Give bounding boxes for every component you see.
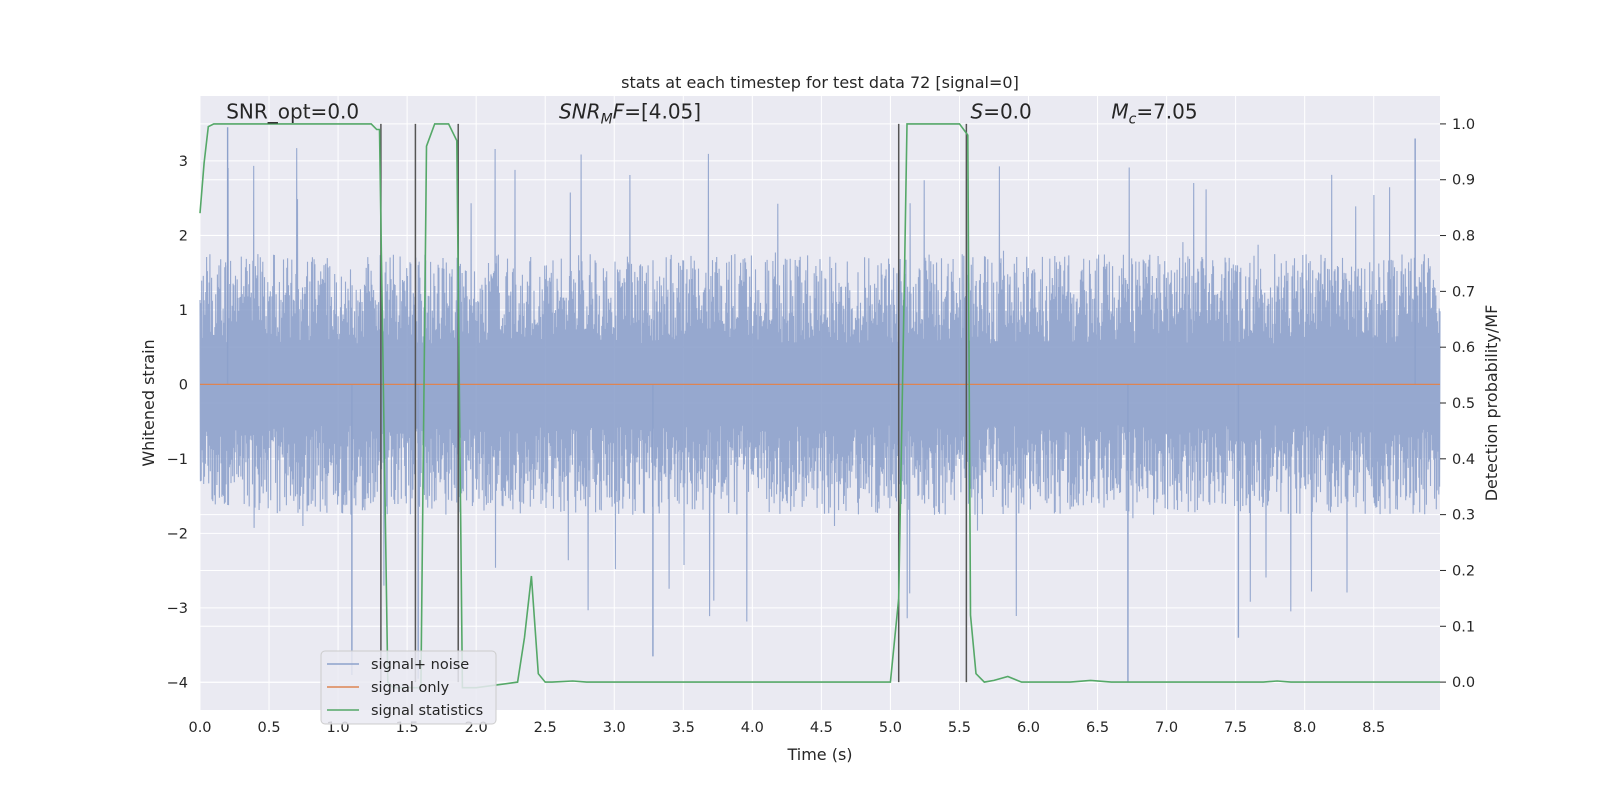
- noise-trace: [199, 148, 1441, 622]
- x-tick-label: 4.0: [741, 720, 764, 736]
- legend-label: signal statistics: [371, 703, 483, 719]
- annotation: Mc=7.05: [1111, 99, 1197, 127]
- x-tick-label: 3.0: [603, 720, 626, 736]
- chart-title: stats at each timestep for test data 72 …: [621, 73, 1019, 92]
- x-tick-label: 6.0: [1017, 720, 1040, 736]
- y2-tick-label: 0.2: [1452, 563, 1475, 579]
- legend: signal+ noise signal only signal statistic…: [320, 650, 497, 725]
- y-tick-label: −1: [167, 452, 188, 468]
- y2-tick-label: 0.6: [1452, 340, 1475, 356]
- y-axis-label: Whitened strain: [139, 339, 158, 466]
- x-tick-label: 6.5: [1086, 720, 1109, 736]
- y2-axis-label: Detection probability/MF: [1482, 305, 1501, 502]
- x-tick-label: 4.5: [810, 720, 833, 736]
- y2-tick-label: 0.9: [1452, 173, 1475, 189]
- y-tick-label: 3: [179, 154, 188, 170]
- x-tick-label: 8.0: [1293, 720, 1316, 736]
- x-tick-label: 7.5: [1224, 720, 1247, 736]
- x-tick-label: 8.5: [1362, 720, 1385, 736]
- annotations: SNR_opt=0.0 SNRMF=[4.05] S=0.0 Mc=7.05: [226, 99, 1197, 127]
- x-tick-label: 0.0: [188, 720, 211, 736]
- x-tick-label: 3.5: [672, 720, 695, 736]
- x-tick-label: 0.5: [258, 720, 281, 736]
- y-tick-label: 1: [179, 303, 188, 319]
- x-tick-label: 5.5: [948, 720, 971, 736]
- y-tick-label: −2: [167, 526, 188, 542]
- legend-label: signal+ noise: [371, 657, 469, 673]
- x-axis-label: Time (s): [786, 745, 852, 764]
- y2-tick-label: 0.1: [1452, 619, 1475, 635]
- y2-tick-label: 1.0: [1452, 117, 1475, 133]
- y-tick-label: −4: [167, 675, 188, 691]
- annotation: SNR_opt=0.0: [226, 99, 359, 123]
- annotation: SNRMF=[4.05]: [559, 99, 701, 127]
- legend-label: signal only: [371, 680, 450, 696]
- y2-tick-label: 0.4: [1452, 452, 1475, 468]
- x-tick-label: 2.5: [534, 720, 557, 736]
- y2-tick-label: 0.7: [1452, 284, 1475, 300]
- annotation: S=0.0: [971, 99, 1032, 123]
- series-signal-plus-noise: [199, 127, 1441, 683]
- y2-axis-ticks: 0.0 0.1 0.2 0.3 0.4 0.5 0.6 0.7 0.8 0.9 1.0: [1440, 117, 1475, 691]
- y2-tick-label: 0.3: [1452, 508, 1475, 524]
- y2-tick-label: 0.5: [1452, 396, 1475, 412]
- x-tick-label: 7.0: [1155, 720, 1178, 736]
- y-axis-ticks: −4 −3 −2 −1 0 1 2 3: [167, 154, 188, 692]
- y2-tick-label: 0.0: [1452, 675, 1475, 691]
- series-signal-statistics: [199, 123, 1440, 689]
- legend-box: [320, 650, 497, 725]
- y-tick-label: −3: [167, 601, 188, 617]
- x-tick-label: 5.0: [879, 720, 902, 736]
- y-tick-label: 2: [179, 228, 188, 244]
- y-tick-label: 0: [179, 377, 188, 393]
- y2-tick-label: 0.8: [1452, 229, 1475, 245]
